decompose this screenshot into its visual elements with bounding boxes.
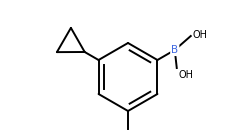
- Text: B: B: [171, 45, 178, 55]
- Text: OH: OH: [193, 30, 208, 40]
- Text: OH: OH: [179, 70, 194, 80]
